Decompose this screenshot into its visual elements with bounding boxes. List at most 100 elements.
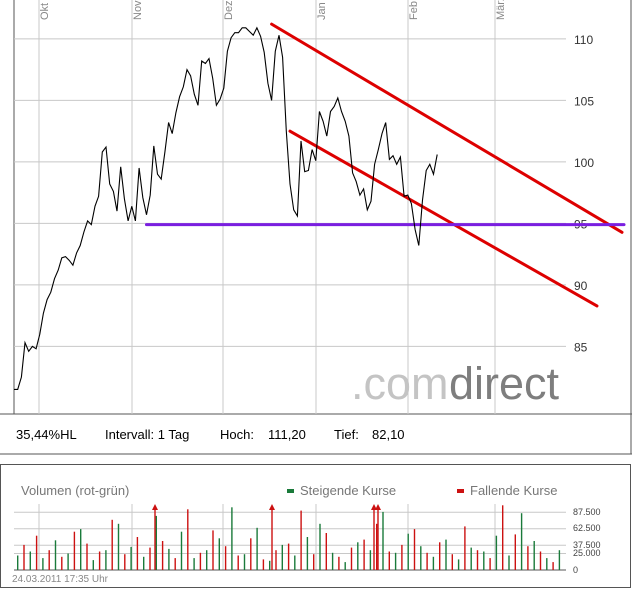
- volume-bar-rising: [546, 558, 548, 570]
- volume-bar-rising: [407, 533, 409, 570]
- brand-direct: direct: [449, 358, 560, 409]
- x-tick-label: Dez: [223, 0, 235, 20]
- volume-bar-falling: [61, 556, 63, 570]
- volume-bar-falling: [350, 547, 353, 570]
- volume-bar-falling: [539, 551, 542, 570]
- volume-bar-falling: [212, 530, 214, 570]
- high-value: 111,20: [268, 427, 306, 442]
- volume-bar-rising: [117, 523, 120, 570]
- x-tick-label: März: [495, 0, 507, 20]
- volume-bar-falling: [300, 510, 302, 570]
- volume-bar-falling: [161, 541, 164, 570]
- y-axis-labels: 859095100105110: [574, 33, 594, 354]
- volume-bar-falling: [401, 544, 403, 570]
- legend-falling: Fallende Kurse: [470, 483, 557, 498]
- x-tick-label: Nov: [132, 0, 144, 20]
- volume-bar-rising: [130, 546, 132, 570]
- volume-bar-falling: [136, 537, 139, 570]
- volume-bar-falling: [275, 550, 277, 570]
- volume-bar-falling: [224, 546, 227, 570]
- volume-bar-falling: [325, 533, 327, 570]
- y-tick-label: 110: [574, 33, 593, 47]
- info-bar: 35,44%HL Intervall: 1 Tag Hoch: 111,20 T…: [16, 427, 405, 442]
- volume-bar-falling: [313, 554, 315, 570]
- timestamp: 24.03.2011 17:35 Uhr: [12, 574, 109, 585]
- volume-bar-falling: [376, 523, 378, 570]
- volume-bar-rising: [17, 555, 19, 570]
- volume-bar-falling: [338, 556, 340, 570]
- volume-bar-rising: [483, 551, 485, 570]
- volume-bar-falling: [287, 543, 290, 570]
- volume-bar-falling: [124, 554, 126, 570]
- volume-bar-falling: [250, 538, 252, 570]
- trend-channel: [144, 22, 626, 308]
- volume-bar-rising: [269, 560, 271, 570]
- volume-bar-rising: [319, 523, 321, 570]
- volume-spike-marker: [269, 504, 275, 510]
- y-tick-label: 105: [574, 94, 594, 108]
- volume-bar-rising: [331, 552, 334, 570]
- low-label: Tief:: [334, 427, 359, 442]
- volume-bar-rising: [243, 554, 246, 570]
- volume-bar-falling: [514, 534, 516, 570]
- volume-bar-rising: [369, 550, 372, 570]
- volume-bar-rising: [470, 547, 472, 570]
- volume-bar-rising: [508, 555, 510, 570]
- vol-tick-25000: 25.000: [573, 548, 601, 558]
- volume-bar-rising: [180, 531, 183, 570]
- volume-chart-panel: Volumen (rot-grün) Steigende Kurse Falle…: [0, 464, 631, 588]
- volume-y-labels: 87.500 62.500 37.500 25.000 0: [573, 507, 601, 575]
- volume-bar-falling: [73, 531, 76, 570]
- volume-bar-rising: [432, 556, 435, 570]
- volume-bar-rising: [54, 540, 57, 570]
- volume-bar-falling: [502, 505, 504, 570]
- volume-bar-rising: [80, 529, 82, 570]
- volume-bar-rising: [495, 535, 498, 570]
- volume-bar-rising: [168, 548, 170, 570]
- volume-bar-rising: [457, 559, 460, 570]
- volume-bar-falling: [388, 551, 390, 570]
- volume-bar-falling: [489, 558, 491, 570]
- x-tick-label: Feb: [408, 1, 420, 20]
- volume-bar-falling: [111, 519, 113, 570]
- vol-tick-62500: 62.500: [573, 523, 601, 533]
- channel-upper-line: [270, 22, 624, 234]
- metric-label: 35,44%HL: [16, 427, 77, 442]
- volume-bar-falling: [363, 539, 365, 570]
- volume-legend: Steigende Kurse Fallende Kurse: [287, 483, 557, 498]
- high-label: Hoch:: [220, 427, 254, 442]
- volume-bar-rising: [533, 541, 535, 570]
- volume-bar-falling: [199, 552, 202, 570]
- volume-spike-marker: [375, 504, 381, 510]
- volume-bar-rising: [256, 527, 258, 570]
- volume-bar-falling: [237, 555, 239, 570]
- volume-bar-rising: [231, 507, 233, 570]
- volume-bar-falling: [86, 543, 88, 570]
- volume-bar-falling: [262, 559, 265, 570]
- x-tick-label: Okt: [39, 3, 51, 20]
- volume-bar-rising: [206, 550, 208, 570]
- x-tick-label: Jan: [316, 2, 328, 20]
- volume-spike-marker: [152, 504, 158, 510]
- low-value: 82,10: [372, 427, 405, 442]
- volume-bar-rising: [445, 539, 447, 570]
- volume-bar-falling: [464, 526, 466, 570]
- volume-bar-falling: [174, 558, 176, 570]
- legend-swatch-rising: [287, 489, 294, 493]
- volume-bar-rising: [394, 552, 397, 570]
- x-axis-labels: Okt Nov Dez Jan Feb März: [39, 0, 507, 20]
- legend-rising: Steigende Kurse: [300, 483, 396, 498]
- volume-bar-rising: [105, 550, 107, 570]
- volume-bar-rising: [294, 555, 296, 570]
- legend-swatch-falling: [457, 489, 464, 493]
- volume-bar-falling: [439, 542, 441, 570]
- volume-spike-marker: [371, 504, 377, 510]
- volume-bar-falling: [23, 544, 25, 570]
- volume-bar-falling: [149, 547, 151, 570]
- volume-bar-rising: [155, 515, 157, 570]
- volume-title: Volumen (rot-grün): [21, 483, 129, 498]
- volume-bar-falling: [451, 554, 453, 570]
- volume-bar-rising: [193, 558, 195, 570]
- vol-tick-37500: 37.500: [573, 540, 601, 550]
- volume-bar-rising: [281, 544, 283, 570]
